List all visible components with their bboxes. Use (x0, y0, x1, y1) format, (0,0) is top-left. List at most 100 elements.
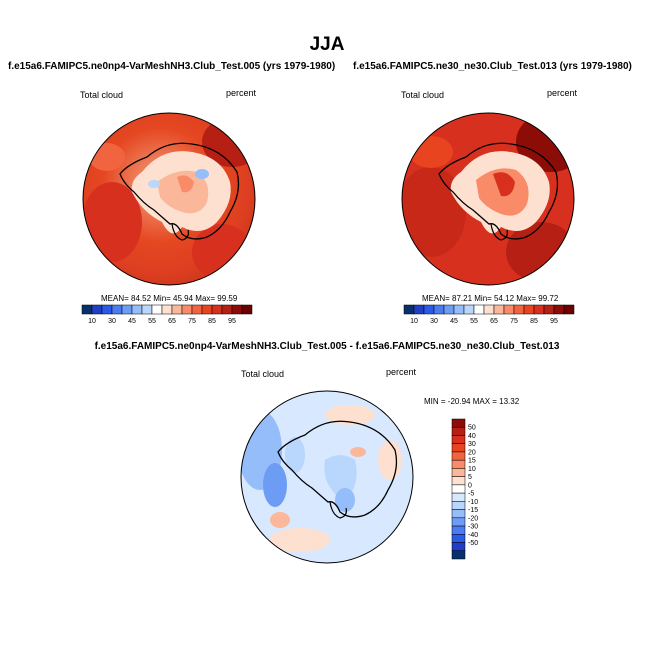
colorbar-swatch (451, 509, 466, 519)
colorbar-right: 10 30 45 55 65 75 85 95 (403, 304, 575, 325)
colorbar-swatch (473, 304, 485, 315)
colorbar-tick-label: 10 (88, 318, 96, 325)
colorbar-tick-label: 95 (228, 318, 236, 325)
colorbar-swatch (493, 304, 505, 315)
colorbar-tick-label: -5 (468, 491, 474, 498)
colorbar-swatch (513, 304, 525, 315)
stats-right: MEAN= 87.21 Min= 54.12 Max= 99.72 (422, 294, 559, 303)
colorbar-swatch (451, 451, 466, 461)
colorbar-swatch (191, 304, 203, 315)
colorbar-tick-label: 55 (470, 318, 478, 325)
colorbar-tick-label: 65 (490, 318, 498, 325)
difference-stats: MIN = -20.94 MAX = 13.32 (424, 397, 520, 406)
colorbar-tick-label: 10 (410, 318, 418, 325)
colorbar-tick-label: -20 (468, 515, 478, 522)
colorbar-swatch (121, 304, 133, 315)
colorbar-swatch (111, 304, 123, 315)
colorbar-tick-label: -30 (468, 524, 478, 531)
colorbar-tick-label: 75 (188, 318, 196, 325)
colorbar-tick-label: 50 (468, 425, 476, 432)
colorbar-tick-label: 40 (468, 433, 476, 440)
colorbar-tick-label: 30 (468, 441, 476, 448)
colorbar-tick-label: -15 (468, 507, 478, 514)
variable-label-left: Total cloud (80, 90, 124, 100)
colorbar-swatch (241, 304, 253, 315)
colorbar-swatch (553, 304, 565, 315)
colorbar-tick-label: 45 (128, 318, 136, 325)
stats-left: MEAN= 84.52 Min= 45.94 Max= 99.59 (101, 294, 238, 303)
colorbar-swatch (451, 542, 466, 552)
difference-variable-label: Total cloud (241, 369, 285, 379)
colorbar-swatch (463, 304, 475, 315)
colorbar-tick-label: 55 (148, 318, 156, 325)
colorbar-swatch (451, 468, 466, 477)
colorbar-tick-label: 10 (468, 466, 476, 473)
colorbar-swatch (423, 304, 435, 315)
colorbar-swatch (201, 304, 213, 315)
page-title: JJA (309, 34, 345, 55)
colorbar-swatch (451, 459, 466, 469)
colorbar-swatch (141, 304, 153, 315)
colorbar-swatch (451, 426, 466, 436)
colorbar-swatch (403, 304, 415, 315)
map-left (82, 112, 256, 286)
colorbar-swatch (451, 525, 466, 535)
colorbar-swatch (483, 304, 495, 315)
colorbar-swatch (563, 304, 575, 315)
colorbar-tick-label: 45 (450, 318, 458, 325)
colorbar-swatch (161, 304, 173, 315)
colorbar-swatch (451, 534, 466, 543)
colorbar-tick-label: 0 (468, 482, 472, 489)
colorbar-swatch (231, 304, 243, 315)
colorbar-swatch (451, 501, 466, 510)
colorbar-tick-label: 30 (430, 318, 438, 325)
colorbar-tick-label: 95 (550, 318, 558, 325)
colorbar-swatch (433, 304, 445, 315)
colorbar-swatch (451, 484, 466, 494)
colorbar-tick-label: 85 (208, 318, 216, 325)
colorbar-tick-label: 5 (468, 474, 472, 481)
colorbar-swatch (171, 304, 183, 315)
difference-title: f.e15a6.FAMIPC5.ne0np4-VarMeshNH3.Club_T… (94, 341, 560, 352)
colorbar-swatch (451, 418, 466, 428)
colorbar-tick-label: 15 (468, 458, 476, 465)
colorbar-tick-label: 30 (108, 318, 116, 325)
units-label-left: percent (226, 88, 257, 98)
variable-label-right: Total cloud (401, 90, 445, 100)
colorbar-tick-label: -50 (468, 540, 478, 547)
colorbar-swatch (181, 304, 193, 315)
colorbar-tick-label: -40 (468, 532, 478, 539)
map-right (401, 112, 575, 286)
colorbar-swatch (533, 304, 545, 315)
map-difference (240, 390, 414, 564)
colorbar-swatch (543, 304, 555, 315)
colorbar-left: 10 30 45 55 65 75 85 95 (81, 304, 253, 325)
colorbar-swatch (451, 435, 466, 444)
colorbar-swatch (453, 304, 465, 315)
colorbar-swatch (451, 492, 466, 502)
colorbar-swatch (91, 304, 103, 315)
colorbar-swatch (413, 304, 425, 315)
colorbar-tick-label: 65 (168, 318, 176, 325)
colorbar-swatch (151, 304, 163, 315)
colorbar-swatch (443, 304, 455, 315)
colorbar-tick-label: 75 (510, 318, 518, 325)
colorbar-swatch (451, 550, 466, 560)
colorbar-swatch (451, 476, 466, 486)
colorbar-swatch (503, 304, 515, 315)
panel-title-left: f.e15a6.FAMIPC5.ne0np4-VarMeshNH3.Club_T… (8, 61, 336, 72)
colorbar-swatch (211, 304, 223, 315)
panel-title-right: f.e15a6.FAMIPC5.ne30_ne30.Club_Test.013 … (353, 61, 632, 72)
colorbar-swatch (451, 443, 466, 453)
colorbar-swatch (101, 304, 113, 315)
colorbar-swatch (81, 304, 93, 315)
colorbar-swatch (221, 304, 233, 315)
units-label-right: percent (547, 88, 578, 98)
colorbar-tick-label: -10 (468, 499, 478, 506)
difference-units-label: percent (386, 367, 417, 377)
colorbar-tick-label: 20 (468, 449, 476, 456)
colorbar-swatch (451, 517, 466, 527)
colorbar-swatch (131, 304, 143, 315)
colorbar-tick-label: 85 (530, 318, 538, 325)
